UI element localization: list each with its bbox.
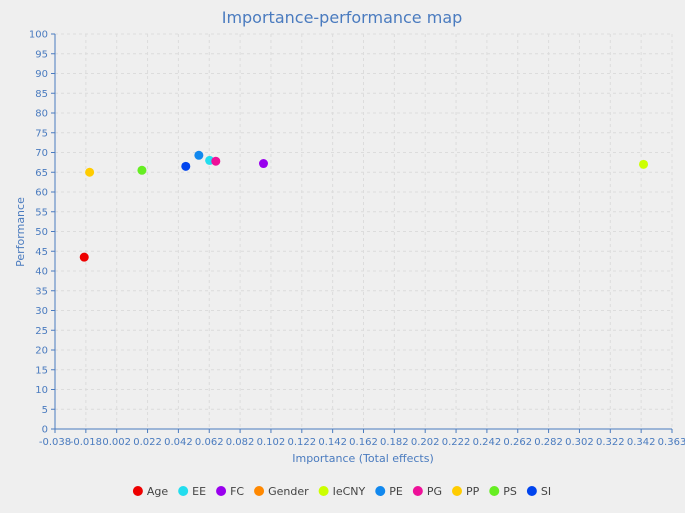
legend-item-ps[interactable]: PS	[489, 485, 517, 498]
y-tick-label: 60	[35, 188, 48, 199]
x-tick-label: 0.062	[195, 437, 224, 448]
legend-item-gender[interactable]: Gender	[254, 485, 309, 498]
legend-label: EE	[192, 485, 206, 498]
axes: -0.038-0.018 0.002 0.022 0.042 0.062 0.082 0.1…	[29, 30, 685, 449]
x-tick-label: 0.302	[565, 437, 594, 448]
legend-marker	[412, 486, 423, 496]
legend-marker	[526, 486, 537, 496]
legend-item-iecny[interactable]: IeCNY	[318, 485, 366, 498]
x-tick-label: 0.022	[133, 437, 162, 448]
x-tick-label: 0.162	[349, 437, 378, 448]
x-tick-label: 0.122	[287, 437, 316, 448]
point-ps[interactable]	[137, 165, 147, 175]
legend-item-pg[interactable]: PG	[412, 485, 442, 498]
legend-item-pe[interactable]: PE	[375, 485, 403, 498]
y-tick-label: 90	[35, 69, 48, 80]
point-pg[interactable]	[211, 156, 221, 166]
point-iecny[interactable]	[639, 159, 649, 169]
legend-label: PG	[427, 485, 442, 498]
legend-item-age[interactable]: Age	[132, 485, 169, 498]
legend-item-si[interactable]: SI	[526, 485, 551, 498]
x-tick-label: 0.322	[596, 437, 625, 448]
y-axis-label: Performance	[14, 197, 27, 267]
legend-marker	[178, 486, 189, 496]
point-fc[interactable]	[258, 159, 268, 169]
y-tick-label: 10	[35, 385, 48, 396]
x-tick-label: 0.262	[503, 437, 532, 448]
y-tick-label: 30	[35, 306, 48, 317]
x-tick-label: 0.342	[627, 437, 656, 448]
legend-marker	[489, 486, 500, 496]
x-tick-label: 0.082	[226, 437, 255, 448]
y-tick-label: 100	[29, 30, 48, 41]
y-tick-label: 15	[35, 365, 48, 376]
x-tick-label: 0.102	[257, 437, 286, 448]
x-axis-label: Importance (Total effects)	[292, 452, 434, 465]
point-age[interactable]	[79, 252, 89, 262]
x-tick-label: 0.002	[102, 437, 131, 448]
legend-label: PE	[389, 485, 403, 498]
x-tick-label: 0.282	[534, 437, 563, 448]
point-si[interactable]	[181, 161, 191, 171]
x-tick-label: 0.042	[164, 437, 193, 448]
y-tick-label: 35	[35, 286, 48, 297]
x-tick-label: 0.363	[658, 437, 685, 448]
y-tick-label: 45	[35, 247, 48, 258]
legend-marker	[451, 486, 462, 496]
point-pp[interactable]	[85, 167, 95, 177]
legend-label: PP	[466, 485, 480, 498]
grid-lines	[55, 33, 673, 429]
legend-item-fc[interactable]: FC	[216, 485, 244, 498]
legend-marker	[216, 486, 227, 496]
x-tick-label: 0.142	[318, 437, 347, 448]
legend-label: FC	[230, 485, 244, 498]
legend-marker	[318, 486, 329, 496]
y-tick-label: 40	[35, 267, 48, 278]
x-tick-label: 0.202	[411, 437, 440, 448]
x-tick-label: -0.038	[39, 437, 71, 448]
legend-marker	[132, 486, 143, 496]
y-tick-label: 95	[35, 49, 48, 60]
y-tick-label: 25	[35, 326, 48, 337]
y-tick-label: 55	[35, 207, 48, 218]
y-tick-label: 85	[35, 89, 48, 100]
y-tick-label: 70	[35, 148, 48, 159]
x-tick-label: 0.242	[473, 437, 502, 448]
y-tick-label: 80	[35, 109, 48, 120]
legend-label: Age	[147, 485, 169, 498]
legend: Age EE FC Gender IeCNY PE PG PP PS SI	[132, 485, 551, 498]
x-tick-label: 0.182	[380, 437, 409, 448]
y-tick-label: 0	[42, 425, 48, 436]
legend-item-ee[interactable]: EE	[178, 485, 206, 498]
legend-label: PS	[503, 485, 517, 498]
x-tick-label: -0.018	[70, 437, 102, 448]
y-tick-label: 20	[35, 346, 48, 357]
legend-label: SI	[541, 485, 551, 498]
y-tick-label: 65	[35, 168, 48, 179]
x-tick-label: 0.222	[442, 437, 471, 448]
data-points	[79, 150, 649, 262]
point-pe[interactable]	[194, 150, 204, 160]
y-tick-label: 75	[35, 128, 48, 139]
legend-label: IeCNY	[333, 485, 366, 498]
chart-title: Importance-performance map	[222, 8, 463, 27]
y-tick-label: 50	[35, 227, 48, 238]
legend-marker	[254, 486, 265, 496]
legend-marker	[375, 486, 386, 496]
y-tick-label: 5	[42, 405, 48, 416]
legend-label: Gender	[268, 485, 309, 498]
legend-item-pp[interactable]: PP	[451, 485, 480, 498]
